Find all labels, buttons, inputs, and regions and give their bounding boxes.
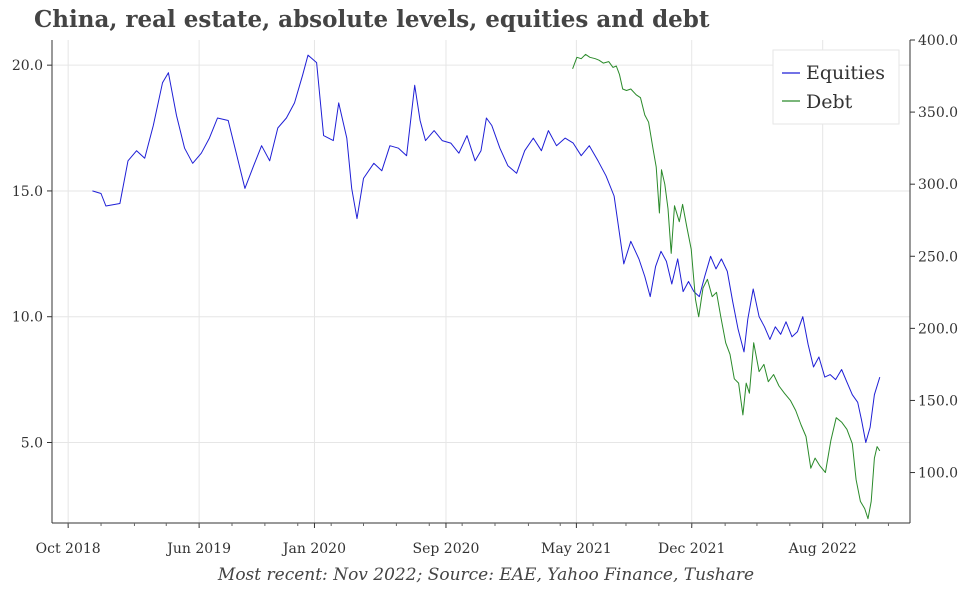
legend-box xyxy=(772,49,900,125)
chart-title: China, real estate, absolute levels, equ… xyxy=(34,6,710,33)
left-axis: 5.0 10.0 15.0 20.0 xyxy=(12,58,52,452)
x-tick-label: Dec 2021 xyxy=(658,541,725,557)
x-tick-label: Oct 2018 xyxy=(36,541,101,557)
legend: Equities Debt xyxy=(772,49,900,125)
x-axis: Oct 2018 Jun 2019 Jan 2020 Sep 2020 May 2021… xyxy=(36,523,889,557)
right-tick-label: 250.0 xyxy=(918,249,958,265)
series-line-debt xyxy=(572,53,881,520)
left-tick-label: 5.0 xyxy=(21,436,43,452)
right-tick-label: 350.0 xyxy=(918,105,958,121)
legend-label-debt: Debt xyxy=(806,91,853,113)
left-tick-label: 20.0 xyxy=(12,58,43,74)
left-tick-label: 10.0 xyxy=(12,310,43,326)
right-tick-label: 400.0 xyxy=(918,33,958,49)
grid xyxy=(52,40,910,523)
x-tick-label: May 2021 xyxy=(541,541,612,557)
right-tick-label: 100.0 xyxy=(918,466,958,482)
right-axis: 100.0 150.0 200.0 250.0 300.0 350.0 400.0 xyxy=(910,33,958,482)
right-tick-label: 150.0 xyxy=(918,393,958,409)
x-tick-label: Aug 2022 xyxy=(788,541,857,557)
legend-label-equities: Equities xyxy=(806,62,885,84)
series-line-equities xyxy=(92,54,881,443)
right-tick-label: 200.0 xyxy=(918,321,958,337)
left-tick-label: 15.0 xyxy=(12,184,43,200)
series-layer xyxy=(92,53,881,520)
x-tick-label: Jun 2019 xyxy=(165,541,231,557)
chart-caption: Most recent: Nov 2022; Source: EAE, Yaho… xyxy=(217,565,755,585)
x-tick-label: Jan 2020 xyxy=(281,541,346,557)
x-tick-label: Sep 2020 xyxy=(413,541,480,557)
right-tick-label: 300.0 xyxy=(918,177,958,193)
